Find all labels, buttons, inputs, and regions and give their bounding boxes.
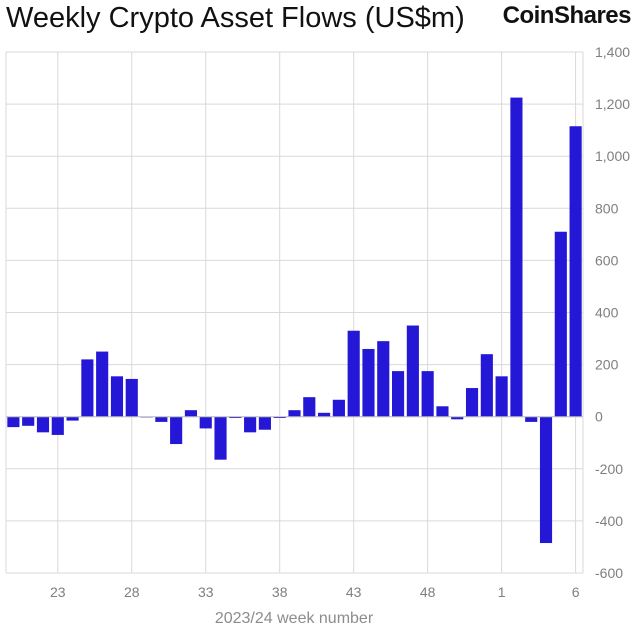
bar-week-51 [465, 388, 479, 417]
bar-week-38 [273, 416, 286, 419]
bar-week-35 [229, 416, 242, 419]
bar-week-45 [377, 341, 390, 417]
bar-week-30 [155, 416, 168, 422]
bar-week-28 [125, 378, 138, 417]
x-axis-label: 2023/24 week number [215, 610, 374, 627]
chart-title: Weekly Crypto Asset Flows (US$m) [6, 2, 465, 34]
bar-week-22 [36, 416, 50, 433]
bar-week-20 [7, 416, 20, 428]
y-tick-label: 600 [595, 252, 619, 268]
y-tick-label: 0 [595, 409, 603, 425]
bar-week-24 [66, 416, 79, 421]
bar-week-25 [81, 359, 94, 417]
coinshares-logo: CoinShares [502, 2, 632, 29]
x-tick-label: 33 [198, 584, 214, 600]
y-tick-label: 800 [595, 200, 619, 216]
x-axis-ticks: 23 28 33 38 43 48 1 6 [50, 584, 580, 600]
y-tick-label: 400 [595, 305, 619, 321]
bar-week-50 [451, 416, 464, 420]
x-tick-label: 6 [572, 584, 580, 600]
y-tick-label: 1,200 [595, 96, 630, 112]
bar-week-43 [347, 330, 360, 417]
bar-week-4 [539, 416, 553, 544]
bar-week-3 [525, 416, 538, 422]
y-tick-label: -200 [595, 461, 623, 477]
bar-week-39 [288, 410, 301, 417]
y-tick-label: 200 [595, 357, 619, 373]
bar-week-44 [362, 348, 375, 417]
bar-week-1 [495, 376, 508, 417]
x-tick-label: 48 [420, 584, 436, 600]
bars [6, 97, 583, 544]
x-tick-label: 43 [346, 584, 362, 600]
y-tick-label: 1,400 [595, 44, 630, 60]
bar-week-27 [110, 376, 124, 417]
bar-week-40 [303, 397, 316, 417]
bar-week-42 [332, 399, 345, 417]
bar-week-48 [421, 371, 434, 417]
bar-week-26 [96, 351, 109, 417]
bar-week-32 [184, 410, 198, 417]
bar-week-41 [318, 412, 331, 417]
bar-week-37 [258, 416, 271, 430]
bar-week-33 [199, 416, 212, 429]
bar-week-23 [51, 416, 64, 435]
bar-week-6 [569, 126, 582, 417]
bar-week-21 [22, 416, 35, 426]
gridlines [5, 51, 584, 574]
bar-week-47 [406, 325, 419, 417]
bar-week-36 [244, 416, 257, 433]
bar-week-52 [480, 354, 493, 417]
y-tick-label: -600 [595, 565, 623, 581]
x-tick-label: 1 [498, 584, 506, 600]
x-tick-label: 38 [272, 584, 288, 600]
bar-week-34 [214, 416, 227, 460]
y-axis-ticks: 1,400 1,200 1,000 800 600 400 200 0 -200 -400 -600 [595, 44, 630, 581]
y-tick-label: -400 [595, 513, 623, 529]
bar-week-31 [170, 416, 183, 445]
bar-week-5 [554, 231, 567, 417]
bar-week-46 [391, 371, 405, 417]
x-tick-label: 28 [124, 584, 140, 600]
bar-week-2 [510, 97, 523, 417]
x-tick-label: 23 [50, 584, 66, 600]
bar-week-49 [436, 406, 449, 417]
y-tick-label: 1,000 [595, 148, 630, 164]
